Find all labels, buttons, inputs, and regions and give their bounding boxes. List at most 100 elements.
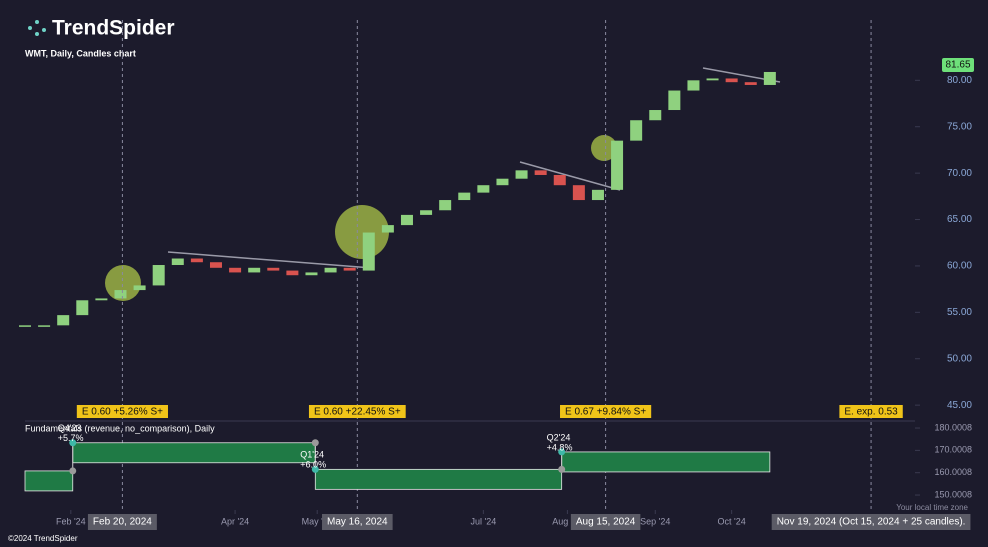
value-dot — [558, 448, 566, 456]
previous-dot — [311, 439, 319, 447]
candle — [114, 290, 127, 299]
candle — [76, 300, 89, 316]
quarter-label: Q1'24 — [300, 450, 324, 460]
event-date-box — [87, 514, 157, 530]
quarter-label: Q2'24 — [547, 432, 571, 442]
earnings-box — [308, 405, 406, 418]
value-dot — [69, 439, 77, 447]
earnings-label: E 0.60 +22.45% S+ — [314, 407, 401, 418]
y-tick-label: 50.00 — [947, 353, 972, 364]
candle — [133, 285, 146, 291]
quarter-label: Q4'23 — [58, 423, 82, 433]
candle — [305, 272, 318, 276]
revenue-step — [24, 470, 74, 492]
highlights — [105, 135, 617, 301]
candle — [630, 120, 643, 141]
y-tick-label: 55.00 — [947, 307, 972, 318]
earnings-label: E 0.67 +9.84% S+ — [565, 407, 646, 418]
previous-dot — [69, 467, 77, 475]
candle — [439, 200, 452, 211]
y-tick-label: 60.00 — [947, 261, 972, 272]
candle — [286, 270, 299, 276]
y-tick-label: 65.00 — [947, 214, 972, 225]
earnings-box — [76, 405, 168, 418]
candle — [572, 185, 585, 201]
candle — [362, 232, 375, 271]
candle — [611, 140, 624, 190]
candle — [496, 178, 509, 186]
revenue-step — [561, 451, 771, 473]
candle — [400, 214, 413, 226]
candle — [668, 90, 681, 111]
candle — [591, 189, 604, 201]
candle — [152, 265, 165, 286]
value-dot — [311, 465, 319, 473]
candle — [229, 267, 242, 273]
candle — [763, 71, 776, 85]
panel-title: Fundamentals (revenue, no_comparison), D… — [25, 423, 215, 433]
y-tick-label: 160.0008 — [934, 467, 972, 477]
revenue-step — [72, 442, 316, 464]
event-date-box — [570, 514, 641, 530]
last-value-box — [942, 58, 974, 73]
footer: ©2024 TrendSpider — [8, 534, 78, 543]
candle — [38, 325, 51, 327]
candle — [515, 170, 528, 179]
candle — [209, 262, 222, 268]
event-date: Nov 19, 2024 (Oct 15, 2024 + 25 candles)… — [777, 517, 966, 528]
y-tick-label: 45.00 — [947, 400, 972, 411]
timezone-note: Your local time zone — [896, 503, 968, 512]
y-tick-label: 180.0008 — [934, 422, 972, 432]
candle — [267, 267, 280, 271]
candle — [725, 78, 738, 83]
chart-title: WMT, Daily, Candles chart — [25, 48, 136, 58]
candle — [190, 258, 203, 263]
candle — [343, 267, 356, 271]
x-tick-label: Apr '24 — [221, 516, 249, 526]
change-label: +4.8% — [547, 442, 573, 452]
earnings-box — [560, 405, 652, 418]
candle — [744, 82, 757, 85]
x-tick-label: Feb '24 — [56, 516, 86, 526]
change-label: +5.7% — [58, 433, 84, 443]
x-tick-label: Oct '24 — [718, 516, 746, 526]
revenue-step — [314, 468, 563, 490]
last-value-label: 81.65 — [945, 60, 970, 71]
x-tick-label: Aug '24 — [552, 516, 582, 526]
change-label: +6.0% — [300, 460, 326, 470]
y-tick-label: 70.00 — [947, 168, 972, 179]
candle — [95, 298, 108, 301]
y-tick-label: 80.00 — [947, 75, 972, 86]
candle — [706, 78, 719, 81]
event-date: Aug 15, 2024 — [576, 517, 636, 528]
event-date: May 16, 2024 — [327, 517, 388, 528]
brand: TrendSpider — [52, 17, 175, 40]
x-tick-label: May '24 — [302, 516, 333, 526]
y-tick-label: 150.0008 — [934, 489, 972, 499]
candle — [534, 170, 547, 175]
x-tick-label: Sep '24 — [640, 516, 670, 526]
candle — [324, 267, 337, 273]
candle — [248, 267, 261, 273]
y-tick-label: 170.0008 — [934, 445, 972, 455]
earnings-label: E 0.60 +5.26% S+ — [82, 407, 163, 418]
event-date-box — [322, 514, 393, 530]
event-date-box — [771, 514, 971, 530]
candle — [687, 80, 700, 91]
earnings-label: E. exp. 0.53 — [844, 407, 898, 418]
previous-dot — [558, 465, 566, 473]
y-tick-label: 75.00 — [947, 121, 972, 132]
x-tick-label: Jul '24 — [471, 516, 497, 526]
earnings-box — [839, 405, 903, 418]
candle — [420, 210, 433, 215]
candle — [171, 258, 184, 266]
candle — [19, 325, 31, 327]
candle — [381, 225, 394, 233]
logo — [28, 20, 46, 36]
candle — [649, 110, 662, 121]
candle — [477, 185, 490, 193]
candle — [57, 315, 70, 326]
candle — [553, 174, 566, 186]
